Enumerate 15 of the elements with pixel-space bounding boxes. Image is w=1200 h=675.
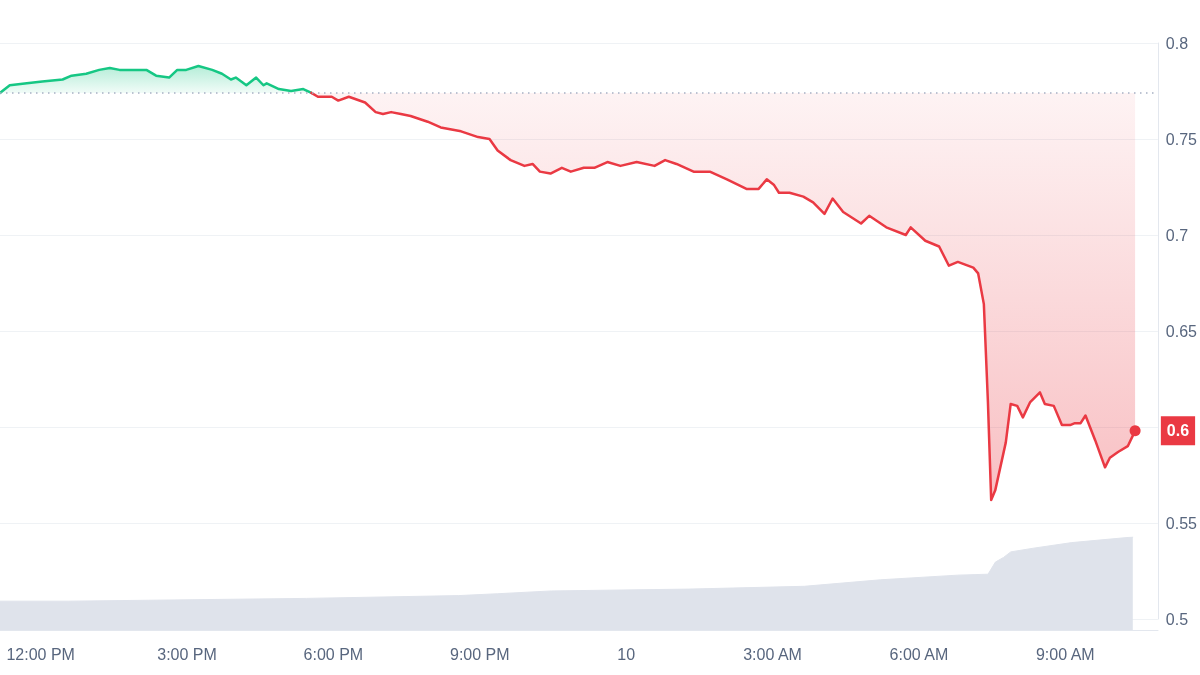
x-tick-label: 6:00 PM [303,645,364,663]
y-tick-label: 0.5 [1165,610,1189,628]
x-tick-label: 3:00 AM [743,645,802,663]
x-tick-label: 10 [617,645,636,663]
x-tick-label: 12:00 PM [6,645,75,663]
x-tick-label: 9:00 PM [449,645,510,663]
x-tick-label: 6:00 AM [889,645,949,663]
y-tick-label: 0.75 [1165,130,1198,148]
annotation: 0.6 [1166,422,1190,440]
y-tick-label: 0.55 [1165,514,1198,532]
y-tick-label: 0.7 [1165,226,1189,244]
x-tick-label: 9:00 AM [1035,645,1095,663]
y-tick-label: 0.8 [1165,34,1189,52]
x-tick-label: 3:00 PM [157,645,217,663]
y-tick-label: 0.65 [1165,322,1198,340]
